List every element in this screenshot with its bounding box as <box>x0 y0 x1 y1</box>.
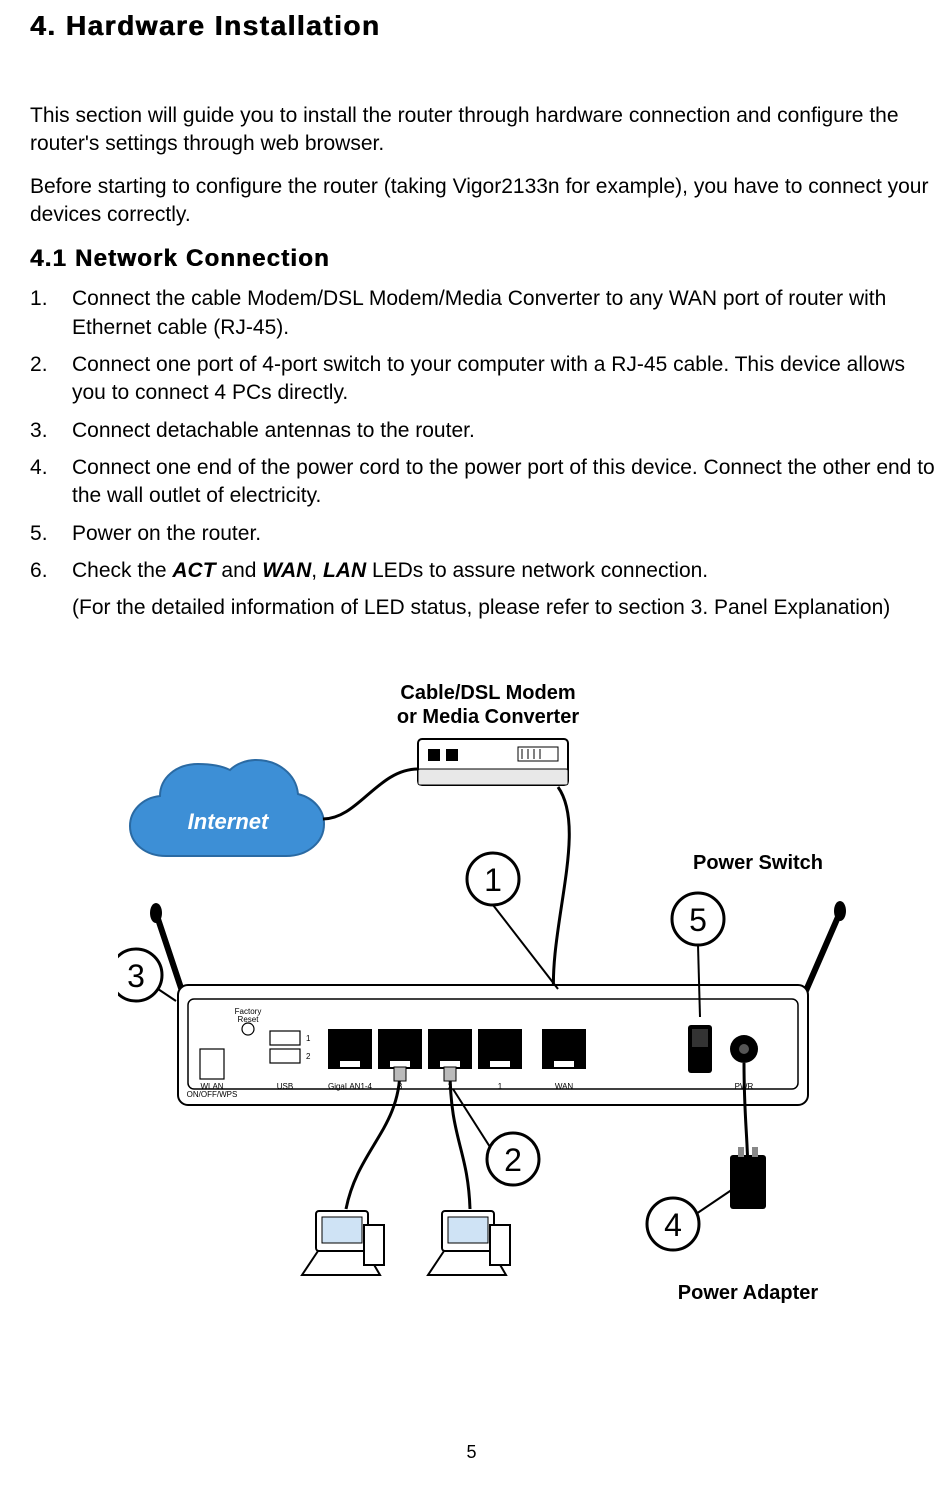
svg-text:2: 2 <box>306 1052 311 1061</box>
list-item: Power on the router. <box>30 520 943 548</box>
list-item: Connect one port of 4-port switch to you… <box>30 351 943 408</box>
svg-text:1: 1 <box>306 1034 311 1043</box>
steps-list: Connect the cable Modem/DSL Modem/Media … <box>30 285 943 585</box>
svg-text:ON/OFF/WPS: ON/OFF/WPS <box>187 1090 238 1099</box>
step6-mid1: and <box>216 559 263 582</box>
intro-paragraph-1: This section will guide you to install t… <box>30 102 943 159</box>
step6-bold-act: ACT <box>172 559 215 582</box>
pc-icon-2 <box>428 1211 510 1275</box>
document-page: 4. Hardware Installation This section wi… <box>0 0 943 1497</box>
callout-1: 1 <box>467 853 558 989</box>
callout-3: 3 <box>118 949 176 1001</box>
power-switch-label: Power Switch <box>693 852 823 874</box>
callout-2: 2 <box>487 1133 539 1185</box>
connection-diagram: Internet Cable/DSL Modem or Media Conver… <box>118 669 878 1329</box>
page-number: 5 <box>0 1442 943 1463</box>
svg-text:3: 3 <box>127 958 145 994</box>
list-item: Connect the cable Modem/DSL Modem/Media … <box>30 285 943 342</box>
internet-label: Internet <box>188 809 270 834</box>
step6-prefix: Check the <box>72 559 172 582</box>
power-adapter-icon <box>730 1147 766 1209</box>
svg-text:1: 1 <box>498 1082 503 1091</box>
svg-text:WAN: WAN <box>555 1082 574 1091</box>
callout-4: 4 <box>647 1189 733 1250</box>
router-icon: WLAN ON/OFF/WPS Factory Reset 1 2 USB <box>150 901 846 1105</box>
svg-text:5: 5 <box>689 902 707 938</box>
step6-suffix: LEDs to assure network connection. <box>366 559 708 582</box>
pc-icon-1 <box>302 1211 384 1275</box>
svg-text:1: 1 <box>484 862 502 898</box>
modem-icon <box>418 739 568 785</box>
cable-modem-wan <box>553 787 569 999</box>
cable-internet-modem <box>323 769 418 819</box>
subsection-heading: 4.1 Network Connection <box>30 245 943 273</box>
intro-paragraph-2: Before starting to configure the router … <box>30 173 943 230</box>
internet-cloud-icon: Internet <box>130 760 324 856</box>
step6-mid2: , <box>311 559 323 582</box>
svg-text:4: 4 <box>664 1207 682 1243</box>
note-paragraph: (For the detailed information of LED sta… <box>30 594 943 622</box>
svg-text:Reset: Reset <box>238 1015 260 1024</box>
step6-bold-wan: WAN <box>262 559 311 582</box>
list-item: Connect detachable antennas to the route… <box>30 417 943 445</box>
list-item: Connect one end of the power cord to the… <box>30 454 943 511</box>
svg-text:2: 2 <box>504 1142 522 1178</box>
svg-text:GigaLAN1-4: GigaLAN1-4 <box>328 1082 373 1091</box>
section-heading: 4. Hardware Installation <box>30 10 943 42</box>
step6-bold-lan: LAN <box>323 559 366 582</box>
modem-label-line1: Cable/DSL Modem <box>400 682 575 704</box>
svg-text:USB: USB <box>277 1082 293 1091</box>
modem-label-line2: or Media Converter <box>397 706 579 728</box>
power-adapter-label: Power Adapter <box>678 1282 819 1304</box>
list-item: Check the ACT and WAN, LAN LEDs to assur… <box>30 557 943 585</box>
